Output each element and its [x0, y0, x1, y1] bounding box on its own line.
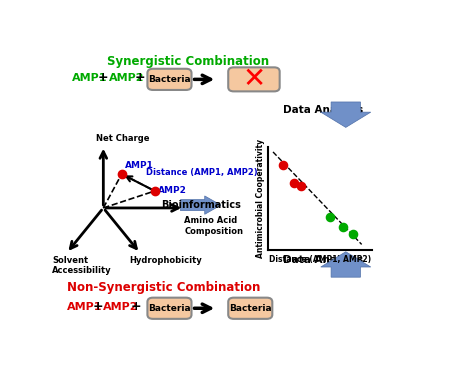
Text: Bacteria: Bacteria: [148, 75, 191, 84]
Text: AMP1: AMP1: [72, 73, 108, 83]
Text: AMP1: AMP1: [125, 161, 154, 170]
Text: Data Analysis: Data Analysis: [283, 105, 364, 116]
Point: [327, 214, 334, 219]
Text: Hydrophobicity: Hydrophobicity: [129, 256, 202, 265]
FancyBboxPatch shape: [228, 68, 280, 91]
Point: [349, 231, 357, 237]
Text: Bacteria: Bacteria: [148, 304, 191, 313]
Polygon shape: [181, 196, 221, 214]
Text: +: +: [131, 300, 142, 313]
Text: AMP2: AMP2: [109, 73, 145, 83]
Y-axis label: Antimicrobial Cooperativity: Antimicrobial Cooperativity: [256, 139, 265, 258]
Text: Solvent
Accessibility: Solvent Accessibility: [52, 256, 111, 275]
Polygon shape: [321, 252, 371, 277]
Text: AMP2: AMP2: [158, 186, 187, 196]
Text: ✕: ✕: [242, 65, 265, 93]
Text: Bacteria: Bacteria: [229, 304, 272, 313]
Text: +: +: [98, 72, 109, 84]
Text: Net Charge: Net Charge: [96, 134, 149, 143]
Text: Non-Synergistic Combination: Non-Synergistic Combination: [66, 281, 260, 294]
Text: +: +: [92, 300, 103, 313]
FancyBboxPatch shape: [147, 69, 191, 90]
Text: Data Analysis: Data Analysis: [283, 255, 364, 265]
Text: Amino Acid
Composition: Amino Acid Composition: [184, 217, 243, 236]
X-axis label: Distance (AMP1, AMP2): Distance (AMP1, AMP2): [269, 255, 371, 264]
Point: [290, 180, 298, 186]
Point: [280, 162, 287, 168]
Point: [339, 224, 346, 230]
Text: +: +: [135, 72, 145, 84]
Text: AMP1: AMP1: [66, 302, 102, 312]
Text: Distance (AMP1, AMP2): Distance (AMP1, AMP2): [146, 168, 257, 177]
Polygon shape: [321, 102, 371, 127]
Text: AMP2: AMP2: [103, 302, 139, 312]
Text: Bioinformatics: Bioinformatics: [161, 200, 241, 210]
FancyBboxPatch shape: [228, 298, 272, 319]
FancyBboxPatch shape: [147, 298, 191, 319]
Text: Synergistic Combination: Synergistic Combination: [107, 55, 269, 68]
Point: [297, 183, 305, 189]
